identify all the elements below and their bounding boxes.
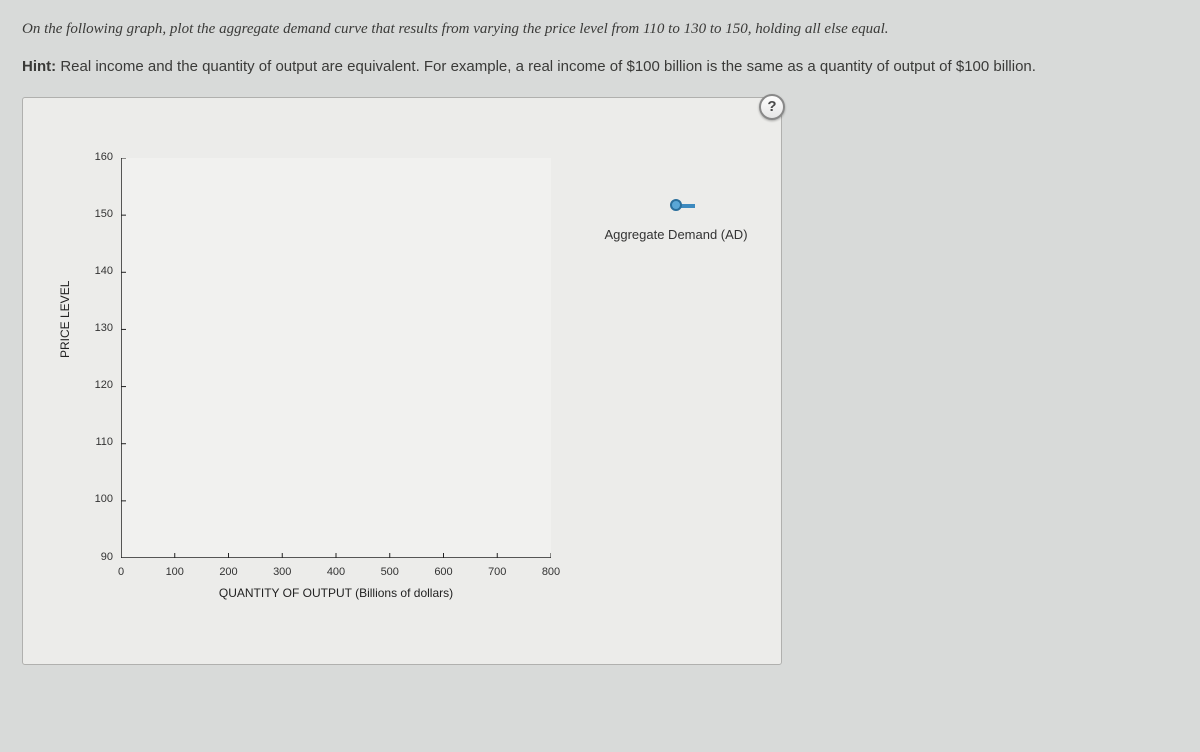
legend-aggregate-demand[interactable]: Aggregate Demand (AD) — [601, 198, 751, 242]
x-tick-label: 800 — [536, 566, 566, 578]
x-tick-label: 700 — [482, 566, 512, 578]
y-tick-label: 120 — [83, 379, 113, 391]
instruction-text: On the following graph, plot the aggrega… — [22, 18, 1178, 41]
y-tick-label: 110 — [83, 436, 113, 448]
x-tick-label: 0 — [106, 566, 136, 578]
y-axis-label: PRICE LEVEL — [58, 280, 72, 357]
hint-text: Hint: Real income and the quantity of ou… — [22, 55, 1178, 79]
legend-marker-icon — [657, 198, 695, 212]
y-tick-label: 100 — [83, 493, 113, 505]
y-tick-label: 150 — [83, 208, 113, 220]
chart-panel: ? PRICE LEVEL 90 100 110 120 130 140 150 160 0 1… — [22, 97, 782, 665]
plot-svg[interactable] — [121, 158, 551, 558]
hint-label: Hint: — [22, 58, 56, 75]
y-tick-label: 130 — [83, 322, 113, 334]
x-tick-label: 600 — [429, 566, 459, 578]
y-tick-label: 160 — [83, 151, 113, 163]
chart-area[interactable]: PRICE LEVEL 90 100 110 120 130 140 150 160 0 100… — [53, 148, 613, 648]
hint-body: Real income and the quantity of output a… — [56, 58, 1036, 75]
x-tick-label: 400 — [321, 566, 351, 578]
x-tick-label: 200 — [214, 566, 244, 578]
legend-label: Aggregate Demand (AD) — [601, 227, 751, 242]
x-tick-label: 300 — [267, 566, 297, 578]
y-tick-label: 140 — [83, 265, 113, 277]
help-icon[interactable]: ? — [759, 94, 785, 120]
x-tick-label: 500 — [375, 566, 405, 578]
x-axis-label: QUANTITY OF OUTPUT (Billions of dollars) — [121, 586, 551, 600]
y-tick-label: 90 — [83, 551, 113, 563]
x-tick-label: 100 — [160, 566, 190, 578]
